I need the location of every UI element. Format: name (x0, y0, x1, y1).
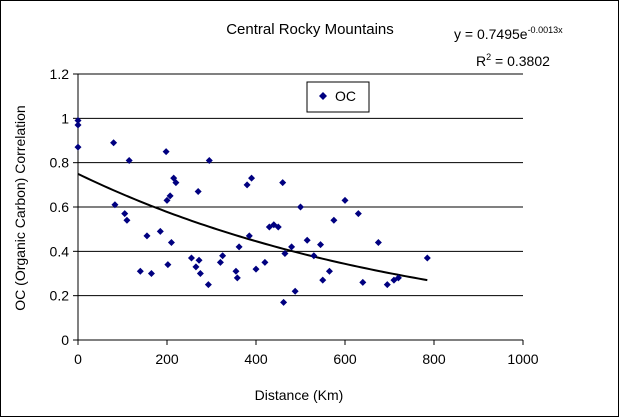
data-point (74, 117, 82, 125)
r-squared-label: R (476, 53, 486, 69)
data-point (394, 274, 402, 282)
data-point (423, 254, 431, 262)
y-tick-label: 0.2 (50, 288, 70, 304)
data-point (162, 148, 170, 156)
data-point (205, 156, 213, 164)
data-point (121, 210, 129, 218)
data-point (164, 261, 172, 269)
x-tick-label: 600 (333, 351, 357, 367)
data-point (232, 267, 240, 275)
data-point (74, 143, 82, 151)
legend-label-oc: OC (335, 88, 356, 104)
data-point (187, 254, 195, 262)
data-point (280, 298, 288, 306)
data-point (216, 258, 224, 266)
r-squared-value: = 0.3802 (491, 53, 550, 69)
x-tick-label: 1000 (507, 351, 538, 367)
trend-equation-exponent: -0.0013x (528, 25, 564, 35)
data-point (317, 241, 325, 249)
chart-title: Central Rocky Mountains (226, 21, 394, 38)
data-point (195, 256, 203, 264)
data-point (125, 156, 133, 164)
data-point (303, 236, 311, 244)
data-point (279, 179, 287, 187)
data-point (196, 270, 204, 277)
y-tick-label: 1 (61, 110, 69, 126)
r-squared-superscript: 2 (486, 52, 491, 62)
plot-area: 0 0.2 0.4 0.6 0.8 1 1.2 0 200 400 600 800 1000 (50, 66, 539, 367)
data-point (243, 181, 251, 189)
trendline (77, 172, 428, 282)
data-point (252, 265, 260, 273)
data-point (297, 203, 304, 211)
data-point (319, 276, 327, 284)
data-point (136, 267, 144, 275)
y-axis-label: OC (Organic Carbon) Correlation (12, 105, 28, 310)
data-point (288, 243, 296, 251)
legend: OC (306, 81, 370, 113)
data-point (163, 196, 171, 204)
y-tick-label: 0.4 (50, 243, 70, 259)
data-point (245, 232, 253, 240)
trend-equation: y = 0.7495e-0.0013x R2 = 0.3802 (454, 25, 563, 69)
data-point (219, 252, 227, 260)
x-axis-label: Distance (Km) (255, 387, 344, 403)
data-point (325, 267, 333, 275)
x-tick-label: 200 (155, 351, 179, 367)
trend-equation-base: y = 0.7495e (454, 26, 528, 42)
data-point (167, 238, 175, 246)
legend-marker-diamond (319, 92, 327, 100)
data-point (330, 216, 338, 224)
data-point (233, 274, 241, 282)
legend-box (306, 81, 370, 113)
data-point (274, 223, 282, 231)
data-point (123, 216, 131, 224)
data-point (383, 281, 391, 289)
data-point (194, 187, 202, 195)
data-point (74, 121, 82, 129)
data-point (341, 196, 349, 204)
data-point (192, 263, 200, 271)
x-tick-label: 0 (74, 351, 82, 367)
data-point (248, 174, 256, 182)
data-point (281, 250, 289, 258)
svg-text:y = 0.7495e-0.0013x: y = 0.7495e-0.0013x (454, 25, 563, 42)
data-point (147, 270, 155, 277)
data-point (111, 201, 119, 209)
data-point (156, 227, 164, 235)
y-tick-label: 0.8 (50, 155, 70, 171)
data-point (235, 243, 243, 251)
data-point (359, 278, 367, 286)
data-point (172, 179, 180, 187)
data-point (204, 281, 212, 289)
data-point (354, 210, 362, 218)
data-point (374, 238, 382, 246)
y-tick-label: 0 (61, 332, 69, 348)
svg-text:R2 = 0.3802: R2 = 0.3802 (476, 52, 550, 69)
data-point (143, 232, 151, 240)
data-point (110, 139, 118, 147)
y-tick-label: 1.2 (50, 66, 70, 82)
data-point (291, 287, 299, 295)
x-tick-label: 400 (244, 351, 268, 367)
x-tick-label: 800 (422, 351, 446, 367)
data-point (166, 192, 174, 200)
y-tick-label: 0.6 (50, 199, 70, 215)
data-point (310, 252, 318, 260)
data-point (261, 258, 269, 266)
